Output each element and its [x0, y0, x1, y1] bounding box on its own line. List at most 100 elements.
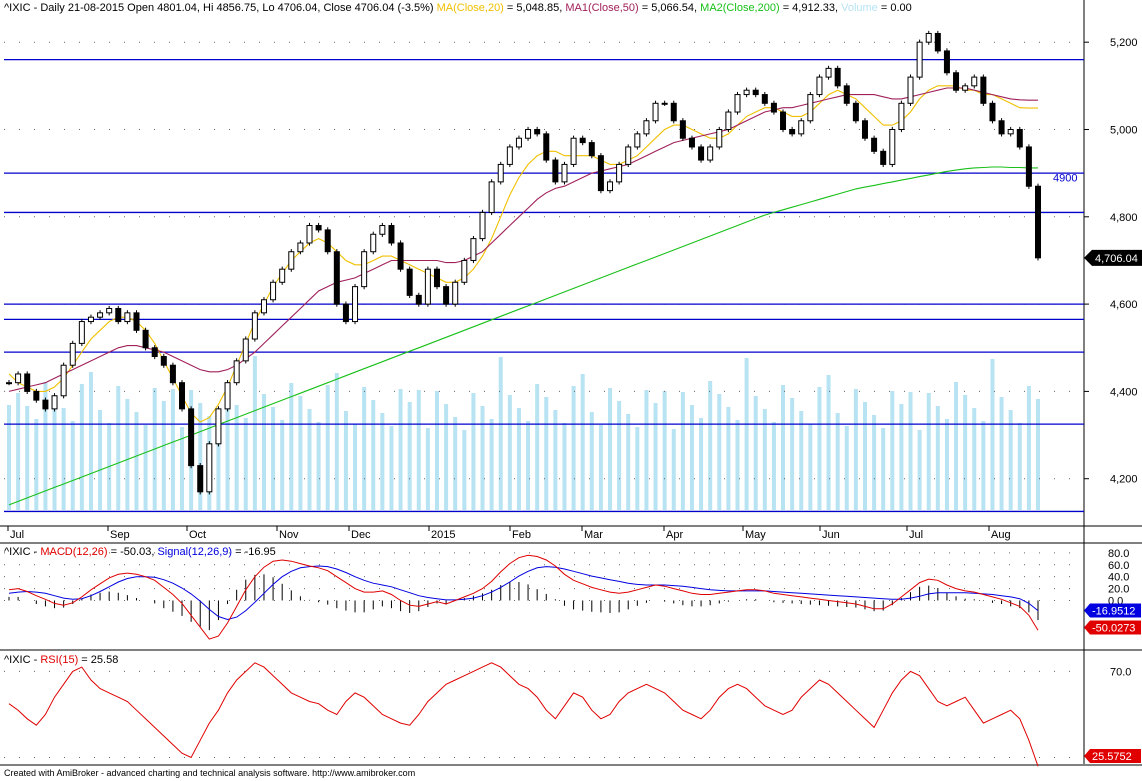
volume-bar: [480, 406, 485, 510]
candle-body: [87, 316, 94, 323]
volume-bar: [407, 402, 412, 510]
volume-bar: [170, 389, 175, 510]
last-price-flag: [1084, 249, 1142, 266]
signal-line: [8, 565, 1039, 621]
price-header: ^IXIC - Daily 21-08-2015 Open 4801.04, H…: [4, 2, 912, 14]
volume-bar: [826, 375, 831, 510]
candle-body: [543, 133, 550, 161]
candle-body: [24, 373, 31, 392]
volume-bar: [781, 385, 786, 510]
y-tick-label: 4,200: [1110, 474, 1138, 486]
candle-body: [133, 312, 140, 331]
candle-body: [497, 163, 504, 183]
candle-body: [588, 142, 595, 157]
y-tick-label: 4,400: [1110, 386, 1138, 398]
volume-bar: [790, 398, 795, 510]
x-tick-label: 2015: [431, 529, 455, 541]
volume-bar: [535, 384, 540, 510]
volume-bar: [735, 420, 740, 510]
candle-body: [151, 347, 158, 357]
candle-body: [1025, 146, 1032, 187]
volume-bar: [944, 419, 949, 510]
volume-bar: [271, 407, 276, 510]
ma20-line: [8, 85, 1038, 423]
annotation-label: 4900: [1053, 173, 1077, 185]
ma200-line: [8, 166, 1038, 506]
volume-bar: [416, 390, 421, 510]
ma50-label: MA1(Close,50): [565, 2, 639, 14]
volume-bar: [362, 387, 367, 510]
volume-bar: [890, 391, 895, 510]
candle-body: [552, 159, 559, 183]
volume-bar: [689, 405, 694, 510]
candle-body: [433, 268, 440, 288]
volume-bar: [7, 405, 11, 510]
candle-body: [916, 41, 923, 78]
candle-body: [843, 85, 850, 104]
candle-body: [424, 268, 431, 305]
volume-bar: [453, 417, 458, 510]
volume-bar: [817, 387, 822, 510]
volume-bar: [999, 397, 1004, 510]
candle-body: [297, 242, 304, 253]
volume-bar: [753, 396, 758, 510]
candle-body: [861, 120, 868, 139]
volume-bar: [954, 382, 959, 510]
candle-body: [652, 102, 659, 122]
candle-body: [124, 312, 131, 323]
candle-body: [361, 251, 368, 288]
candle-body: [6, 382, 12, 385]
volume-bar: [234, 405, 239, 510]
volume-bar: [516, 408, 521, 510]
ma200-value: = 4,912.33,: [779, 2, 842, 14]
candle-body: [925, 32, 932, 43]
ma200-label: MA2(Close,200): [700, 2, 780, 14]
x-tick-label: Sep: [110, 529, 130, 541]
rsi-flag-label: 25.5752: [1092, 751, 1132, 763]
volume-bar: [125, 399, 130, 510]
volume-bar: [143, 425, 148, 510]
candle-body: [115, 307, 122, 323]
volume-bar: [380, 413, 385, 510]
candle-body: [452, 281, 459, 305]
candle-body: [743, 89, 750, 96]
candle-body: [206, 443, 213, 493]
volume-bar: [498, 357, 503, 510]
volume-bar: [16, 393, 21, 510]
macd-tick-label: 60.0: [1108, 560, 1129, 572]
candle-body: [625, 146, 632, 165]
volume-bar: [990, 359, 995, 510]
volume-bar: [316, 422, 321, 510]
signal-value: = -16.95: [232, 546, 276, 558]
candle-body: [169, 364, 176, 384]
volume-bar: [343, 411, 348, 510]
candle-body: [97, 312, 104, 318]
volume-bar: [571, 386, 576, 510]
volume-bar: [881, 428, 886, 510]
y-tick-label: 5,200: [1110, 37, 1138, 49]
volume-bar: [180, 427, 185, 510]
candle-body: [643, 120, 650, 135]
candle-body: [907, 76, 914, 104]
macd-tick-label: 20.0: [1108, 584, 1129, 596]
candle-body: [734, 94, 741, 113]
volume-bar: [653, 403, 658, 510]
candle-body: [561, 163, 568, 183]
candle-body: [679, 120, 686, 139]
ma50-value: = 5,066.54,: [638, 2, 701, 14]
volume-bar: [88, 372, 93, 510]
volume-bar: [462, 430, 467, 510]
volume-bar: [325, 385, 330, 510]
candle-body: [224, 382, 231, 410]
volume-bar: [61, 408, 66, 510]
candle-body: [470, 238, 477, 261]
volume-bar: [280, 420, 285, 510]
x-tick-label: Jul: [10, 529, 24, 541]
volume-bar: [70, 421, 75, 510]
volume-bar: [298, 396, 303, 510]
candle-body: [306, 225, 313, 244]
candle-body: [698, 146, 705, 161]
volume-bar: [899, 404, 904, 510]
volume-bar: [771, 422, 776, 510]
volume-bar: [963, 395, 968, 510]
